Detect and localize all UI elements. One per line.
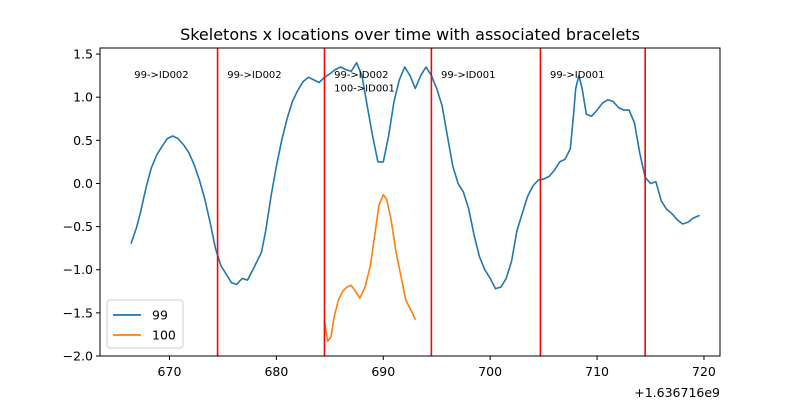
annotation-5: 99->ID001 [441, 70, 495, 81]
annotation-1: 99->ID002 [134, 70, 188, 81]
y-tick-label: −0.5 [63, 219, 93, 234]
y-axis: −2.0 −1.5 −1.0 −0.5 0.0 0.5 1.0 1.5 [63, 47, 100, 364]
annotation-3: 99->ID002 [334, 70, 388, 81]
y-tick-label: 0.5 [73, 133, 93, 148]
annotation-6: 99->ID001 [550, 70, 604, 81]
x-offset-label: +1.636716e9 [634, 385, 720, 400]
x-tick-label: 710 [585, 364, 609, 379]
y-tick-label: 1.5 [73, 47, 93, 62]
annotation-2: 99->ID002 [227, 70, 281, 81]
y-tick-label: 0.0 [73, 176, 93, 191]
series-line-100 [323, 193, 417, 343]
x-tick-label: 720 [692, 364, 716, 379]
x-tick-label: 670 [158, 364, 182, 379]
x-axis: 670 680 690 700 710 720 [158, 356, 716, 379]
axes-frame [99, 47, 721, 357]
legend-label-100: 100 [152, 328, 176, 343]
annotation-4: 100->ID001 [334, 84, 395, 95]
x-tick-label: 690 [371, 364, 395, 379]
y-tick-label: −2.0 [63, 349, 93, 364]
plot-area: 99->ID002 99->ID002 99->ID002 100->ID001 99-… [130, 48, 701, 356]
legend-label-99: 99 [152, 308, 168, 323]
y-tick-label: 1.0 [73, 90, 93, 105]
chart-title: Skeletons x locations over time with ass… [180, 25, 640, 44]
x-tick-label: 680 [264, 364, 288, 379]
legend-box [106, 299, 184, 349]
x-tick-label: 700 [478, 364, 502, 379]
y-tick-label: −1.0 [63, 262, 93, 277]
series-line-99 [130, 61, 701, 290]
y-tick-label: −1.5 [63, 305, 93, 320]
